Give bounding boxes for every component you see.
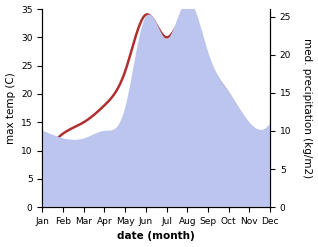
Y-axis label: max temp (C): max temp (C) (5, 72, 16, 144)
X-axis label: date (month): date (month) (117, 231, 195, 242)
Y-axis label: med. precipitation (kg/m2): med. precipitation (kg/m2) (302, 38, 313, 178)
